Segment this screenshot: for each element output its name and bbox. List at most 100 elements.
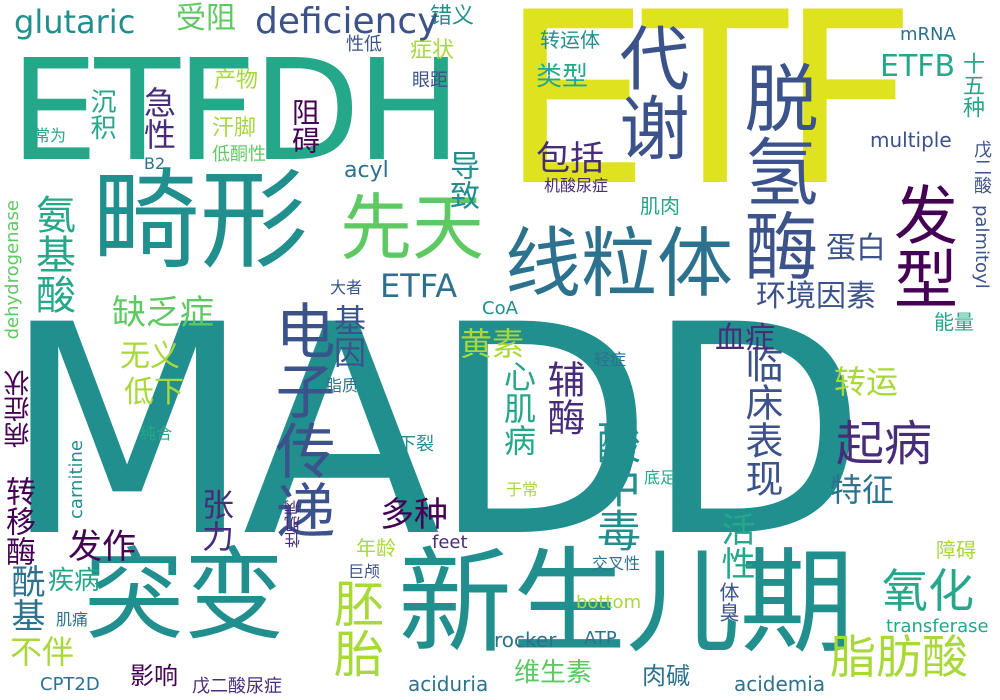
- word-roujian: 肉碱: [642, 662, 690, 690]
- word-jixing: 畸形: [92, 159, 309, 284]
- word-aciduria: aciduria: [408, 672, 489, 696]
- word-dizu: 底足: [644, 468, 677, 487]
- word-multiple: multiple: [870, 128, 952, 152]
- word-linchuang: 临床表现: [739, 345, 783, 497]
- word-feet: feet: [432, 532, 468, 553]
- word-fazuo-type: 发型: [883, 182, 957, 310]
- word-changwei: 常为: [34, 126, 67, 145]
- word-jitong: 肌痛: [56, 610, 89, 629]
- word-chanwu: 产物: [214, 68, 259, 93]
- word-zhizhi: 脂质: [326, 376, 359, 395]
- word-zhifangsuan: 脂肪酸: [830, 630, 968, 684]
- word-xingjibing: 性肌病: [284, 500, 303, 548]
- word-jisuanniaozheng: 机酸尿症: [544, 176, 609, 195]
- word-etfdh: ETFDH: [10, 30, 462, 193]
- word-rocker: rocker: [494, 628, 557, 652]
- word-yanghua: 氧化: [882, 564, 974, 618]
- word-suanzhongdu: 酸中毒: [589, 420, 640, 552]
- word-xuezheng: 血症: [715, 321, 775, 356]
- word-fumei: 辅酶: [541, 360, 585, 436]
- word-acyl: acyl: [344, 158, 389, 183]
- word-danbai: 蛋白: [826, 231, 886, 266]
- word-daozhi: 导致: [444, 150, 479, 210]
- word-qibing: 起病: [836, 416, 933, 472]
- word-jiaochaxing: 交叉性: [592, 554, 641, 573]
- word-bingzhengzhuang: 病症状: [4, 370, 34, 448]
- word-quefazheng: 缺乏症: [112, 293, 214, 333]
- word-dianzichuandi: 电子传递: [265, 300, 335, 540]
- word-etf: ETF: [500, 0, 917, 239]
- word-atp: ATP: [584, 628, 617, 649]
- word-xingdi: 性低: [346, 34, 382, 55]
- word-b2: B2: [144, 154, 166, 173]
- word-tuoqingmei: 脱氢酶: [732, 60, 818, 282]
- word-wuersuan: 戊二酸: [971, 140, 992, 194]
- word-huangsu: 黄素: [460, 325, 525, 363]
- word-chenji: 沉积: [86, 88, 116, 140]
- word-cpt2d: CPT2D: [40, 674, 100, 695]
- word-fazuo: 发作: [68, 527, 136, 567]
- word-jixing-acute: 急性: [139, 86, 177, 150]
- word-dehydrogenase: dehydrogenase: [2, 200, 23, 340]
- word-dixia: 低下: [124, 375, 184, 410]
- word-dazhe: 大者: [330, 278, 363, 297]
- word-tubian: 突变: [84, 537, 284, 654]
- word-zhengzhuang: 症状: [410, 38, 455, 63]
- word-yanju: 眼距: [412, 70, 448, 91]
- word-daixie: 代谢: [608, 22, 690, 162]
- word-palmitoyl: palmitoyl: [971, 205, 992, 289]
- word-anjisuan: 氨基酸: [29, 194, 75, 314]
- word-peitai: 胚胎: [326, 578, 384, 678]
- word-wuyi: 无义: [120, 339, 180, 374]
- word-chunhe: 纯合: [140, 424, 173, 443]
- word-xinjibing: 心肌病: [499, 360, 537, 456]
- word-cuoyi: 错义: [430, 4, 475, 29]
- word-mrna: mRNA: [900, 24, 956, 45]
- word-coa: CoA: [482, 298, 518, 319]
- word-nianling: 年龄: [356, 536, 396, 560]
- word-jibing: 疾病: [48, 566, 101, 596]
- word-xianlititi: 线粒体: [505, 219, 733, 308]
- word-jiyin: 基因: [329, 304, 367, 368]
- word-leixing: 类型: [536, 62, 589, 92]
- word-zhuanyimei: 转移酶: [0, 476, 35, 566]
- word-buban: 不伴: [10, 633, 75, 671]
- word-baokuo: 包括: [536, 139, 604, 179]
- word-huanjing: 环境因素: [756, 279, 876, 314]
- word-xinshengerqi: 新生儿期: [398, 536, 855, 669]
- word-weishengsu: 维生素: [514, 658, 593, 688]
- word-shouzu: 受阻: [176, 1, 236, 36]
- word-nengliang: 能量: [934, 310, 974, 334]
- word-zhuanyunti: 转运体: [540, 28, 600, 52]
- word-xianji: 酰基: [5, 564, 45, 632]
- word-yingxiang: 影响: [130, 662, 178, 690]
- word-zhangli: 张力: [197, 488, 235, 552]
- word-bottom: bottom: [576, 592, 642, 613]
- word-etfa: ETFA: [380, 267, 458, 305]
- word-glutaric: glutaric: [14, 3, 136, 41]
- word-zhangai: 障碍: [936, 538, 976, 562]
- word-qingzheng: 轻症: [594, 350, 627, 369]
- word-carnitine: carnitine: [66, 440, 87, 519]
- word-acidemia: acidemia: [734, 672, 826, 696]
- word-shiwu: 十五种: [959, 52, 984, 118]
- word-madd: MADD: [2, 264, 867, 601]
- word-didongxing: 低酮性: [212, 144, 266, 165]
- word-zuai: 阻碍: [288, 98, 321, 154]
- word-yuchang: 于常: [506, 480, 539, 499]
- word-xiantian: 先天: [340, 186, 485, 270]
- word-huoxing: 活性: [715, 512, 755, 580]
- word-xialie: 下裂: [398, 434, 434, 455]
- word-deficiency: deficiency: [255, 1, 439, 42]
- word-zhuanyun: 转运: [834, 363, 899, 401]
- word-hanjiao: 汗脚: [212, 116, 257, 141]
- word-etfb: ETFB: [880, 49, 956, 84]
- word-wuersuanniaozheng: 戊二酸尿症: [192, 676, 282, 697]
- word-jirou: 肌肉: [640, 194, 680, 218]
- word-julu: 巨颅: [348, 562, 381, 581]
- word-duozhong: 多种: [380, 495, 448, 535]
- word-transferase: transferase: [886, 616, 989, 637]
- word-tixiu: 体臭: [716, 582, 740, 622]
- word-tezheng: 特征: [830, 471, 895, 509]
